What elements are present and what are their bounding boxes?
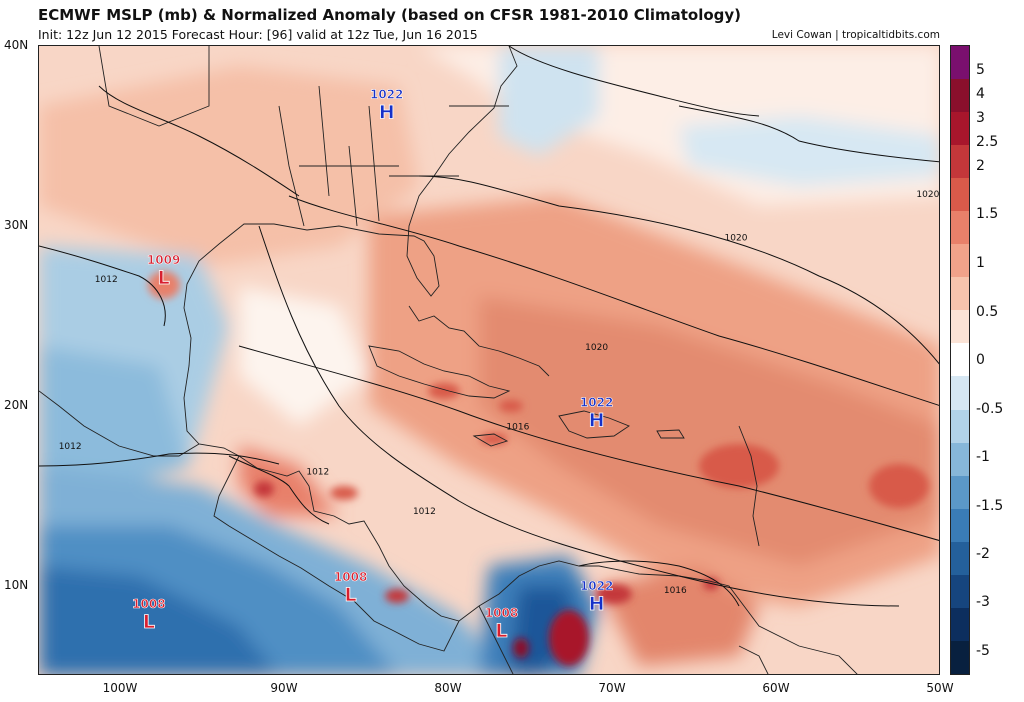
colorbar-segment: [951, 409, 969, 443]
colorbar-label: 1.5: [976, 206, 999, 222]
colorbar-segment: [951, 112, 969, 146]
isobar-label: 1012: [413, 507, 436, 517]
anomaly-colorbar: [950, 45, 970, 675]
chart-title: ECMWF MSLP (mb) & Normalized Anomaly (ba…: [38, 6, 742, 24]
lon-label-70w: 70W: [598, 681, 626, 695]
colorbar-segment: [951, 343, 969, 377]
colorbar-label: -1: [976, 449, 990, 465]
colorbar-label: 0.5: [976, 304, 999, 320]
colorbar-label: 2.5: [976, 134, 999, 150]
colorbar-segment: [951, 178, 969, 212]
colorbar-segment: [951, 607, 969, 641]
isobar-label: 1012: [306, 467, 329, 477]
low-pressure-symbol: L: [345, 584, 357, 606]
low-pressure-symbol: L: [143, 611, 155, 633]
pressure-center-value: 1008: [334, 570, 367, 584]
credit-text: Levi Cowan | tropicaltidbits.com: [771, 29, 940, 41]
lon-label-90w: 90W: [270, 681, 298, 695]
pressure-center-value: 1009: [147, 253, 180, 267]
colorbar-label: -5: [976, 643, 990, 659]
lon-label-50w: 50W: [926, 681, 954, 695]
pressure-center-value: 1008: [485, 606, 518, 620]
colorbar-label: 2: [976, 158, 985, 174]
low-pressure-symbol: L: [158, 267, 170, 289]
isobar-label: 1020: [725, 233, 748, 243]
colorbar-label: 5: [976, 62, 985, 78]
colorbar-segment: [951, 640, 969, 674]
colorbar-segment: [951, 244, 969, 278]
isobar-label: 1016: [506, 422, 529, 432]
colorbar-label: 4: [976, 86, 985, 102]
lon-label-80w: 80W: [434, 681, 462, 695]
colorbar-segment: [951, 211, 969, 245]
colorbar-segment: [951, 376, 969, 410]
colorbar-segment: [951, 541, 969, 575]
pressure-center-value: 1008: [132, 597, 165, 611]
colorbar-segment: [951, 574, 969, 608]
colorbar-segment: [951, 79, 969, 113]
map-panel: 1020 1020 1020 1016 1012 1012 1012 1012 1016 102…: [38, 45, 940, 675]
pressure-center-value: 1022: [370, 88, 403, 102]
lon-label-60w: 60W: [762, 681, 790, 695]
low-pressure-symbol: L: [495, 620, 507, 642]
colorbar-label: 1: [976, 255, 985, 271]
colorbar-segment: [951, 145, 969, 179]
isobar-label: 1012: [95, 275, 118, 285]
lat-label-40n: 40N: [4, 38, 29, 52]
colorbar-segment: [951, 508, 969, 542]
isobar-label: 1020: [585, 343, 608, 353]
lat-label-10n: 10N: [4, 578, 29, 592]
isobar-label: 1012: [59, 442, 82, 452]
colorbar-label: 0: [976, 352, 985, 368]
coastlines: [39, 46, 858, 674]
isobar-label: 1016: [664, 586, 687, 596]
pressure-center-value: 1022: [580, 395, 613, 409]
colorbar-label: 3: [976, 110, 985, 126]
lon-label-100w: 100W: [102, 681, 138, 695]
colorbar-segment: [951, 475, 969, 509]
colorbar-label: -0.5: [976, 401, 1004, 417]
pressure-center-value: 1022: [580, 579, 613, 593]
anomaly-shading: [39, 46, 939, 674]
colorbar-label: -2: [976, 546, 990, 562]
chart-subtitle: Init: 12z Jun 12 2015 Forecast Hour: [96…: [38, 27, 478, 42]
colorbar-segment: [951, 310, 969, 344]
high-pressure-symbol: H: [589, 409, 605, 431]
colorbar-segment: [951, 277, 969, 311]
lat-label-30n: 30N: [4, 218, 29, 232]
isobar-label: 1020: [916, 190, 939, 200]
isobar-lines: [39, 46, 939, 607]
colorbar-label: -3: [976, 594, 990, 610]
lat-label-20n: 20N: [4, 398, 29, 412]
isobar-labels: 1020 1020 1020 1016 1012 1012 1012 1012 1016: [59, 190, 939, 596]
mslp-anomaly-map: 1020 1020 1020 1016 1012 1012 1012 1012 1016 102…: [39, 46, 939, 674]
colorbar-label: -1.5: [976, 498, 1004, 514]
colorbar-segment: [951, 442, 969, 476]
high-pressure-symbol: H: [379, 102, 395, 124]
colorbar-segment: [951, 46, 969, 80]
high-pressure-symbol: H: [589, 593, 605, 615]
